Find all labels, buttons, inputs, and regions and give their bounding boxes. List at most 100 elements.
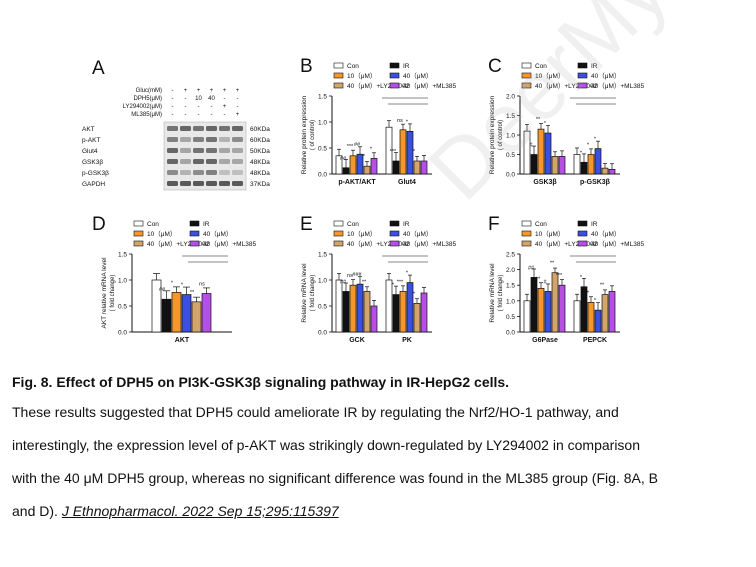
significance-mark: # [529,143,533,149]
band-label: GSK3β [82,159,103,166]
y-tick-label: 2.0 [506,267,515,274]
bar [399,129,407,175]
x-category-label: p-GSK3β [580,179,611,186]
panel-label-e: E [300,214,313,235]
bar [370,158,378,175]
significance-mark: * [406,271,409,277]
panel-label-d: D [92,214,106,235]
legend-swatch [577,72,588,79]
legend-swatch [133,230,144,237]
blot-band [232,148,243,153]
band-kda: 48KDa [250,159,270,166]
legend-label: 10（μM） [535,230,564,238]
treatment-label: DPH5(μM) [134,96,162,102]
bar [191,301,202,333]
significance-mark: ns [397,118,403,124]
y-tick-label: 1.5 [318,252,327,259]
legend-swatch [389,240,400,247]
y-axis-label: Relative mRNA level [301,263,308,323]
chart-svg-f: Con IR 10（μM） 40（μM） 40（μM）+LY29400240（μM）+M… [489,220,644,344]
significance-mark: *** [556,273,563,279]
y-tick-label: 1.0 [318,120,327,127]
bar [551,272,559,333]
significance-mark: ns [199,282,205,288]
treatment-value: - [237,96,239,102]
legend-label: 40（μM）+LY294002 [347,82,410,90]
blot-band [167,170,178,175]
legend-label: 40（μM）+LY294002 [535,82,598,90]
bar [335,279,343,333]
significance-mark: * [587,143,590,149]
legend-label: 40（μM）+LY294002 [347,240,410,248]
bar [181,294,192,333]
legend-swatch [389,220,400,227]
legend-swatch [189,220,200,227]
y-tick-label: 0.5 [118,304,127,311]
blot-band [167,137,178,142]
legend-label: 10（μM） [347,72,376,80]
blot-band [219,181,230,186]
treatment-value: + [236,88,240,94]
legend-swatch [389,72,400,79]
y-tick-label: 1.5 [318,94,327,101]
bar [349,155,357,175]
significance-mark: ** [600,283,605,289]
bar [594,148,602,175]
treatment-label: Gluc(mM) [136,88,162,94]
significance-mark: * [181,283,184,289]
chart-svg-c: Con IR 10（μM） 40（μM） 40（μM）+LY29400240（μM）+M… [489,62,644,186]
legend-label: Con [347,63,359,70]
treatment-value: - [198,112,200,118]
panel-label-a: A [92,58,105,79]
blot-band [167,181,178,186]
y-tick-label: 0.0 [118,330,127,337]
bar [523,300,531,333]
body-line-3: with the 40 μM DPH5 group, whereas no si… [12,470,658,486]
legend-label: 40（μM）+ML385 [403,240,456,248]
significance-mark: ## [354,142,361,148]
bar [420,160,428,175]
bar [161,298,172,333]
bar [406,282,414,333]
y-tick-label: 1.0 [506,133,515,140]
legend-label: 40（μM）+ML385 [403,82,456,90]
significance-mark: * [544,121,547,127]
panel-label-b: B [300,56,313,77]
bar [573,300,581,333]
x-category-label: p-AKT/AKT [338,179,376,186]
bar [601,294,609,333]
treatment-value: - [172,112,174,118]
blot-band [180,126,191,131]
treatment-value: + [184,88,188,94]
blot-band [206,159,217,164]
y-tick-label: 1.0 [318,278,327,285]
bar [580,286,588,333]
chart-svg-d: Con IR 10（μM） 40（μM） 40（μM）+LY29400240（μM）+M… [101,220,256,344]
bar [587,302,595,333]
band-kda: 60KDa [250,126,270,133]
bar [537,128,545,175]
bar [392,160,400,175]
blot-band [180,159,191,164]
legend-label: 40（μM） [403,230,432,238]
legend-label: 40（μM） [203,230,232,238]
bar [370,305,378,333]
significance-mark: * [370,146,373,152]
significance-mark: * [392,283,395,289]
y-tick-label: 0.0 [318,172,327,179]
chart-legend: Con IR 10（μM） 40（μM） 40（μM）+LY29400240（μM）+M… [521,62,644,90]
legend-label: IR [203,221,210,228]
significance-mark: ## [340,156,347,162]
legend-swatch [189,230,200,237]
y-axis-label-2: ( fold change) [110,275,116,312]
body-line-1: These results suggested that DPH5 could … [12,404,619,420]
legend-swatch [521,72,532,79]
blot-band [193,126,204,131]
significance-mark: ### [352,272,362,278]
body-line-2: interestingly, the expression level of p… [12,437,640,453]
band-label: p-GSK3β [82,170,109,177]
band-label: AKT [82,126,95,133]
citation-link[interactable]: J Ethnopharmacol. 2022 Sep 15;295:115397 [61,503,339,519]
treatment-value: - [185,104,187,110]
blot-band [206,126,217,131]
